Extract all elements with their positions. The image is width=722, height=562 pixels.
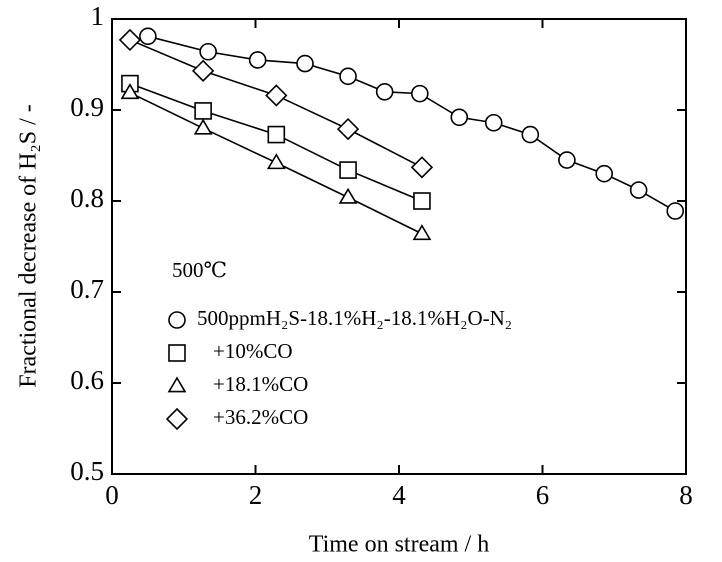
x-axis-label: Time on stream / h xyxy=(309,532,489,558)
marker xyxy=(194,102,212,120)
series-line xyxy=(147,35,676,212)
marker xyxy=(410,156,434,179)
marker xyxy=(412,224,432,241)
marker xyxy=(558,151,576,169)
marker xyxy=(521,125,540,144)
marker xyxy=(338,187,358,204)
x-tick-label: 4 xyxy=(392,480,406,510)
y-tick-label: 1 xyxy=(91,1,105,31)
marker xyxy=(191,59,215,83)
legend-marker xyxy=(167,376,187,393)
legend-marker xyxy=(168,311,186,329)
marker xyxy=(411,84,429,103)
y-tick-label: 0.5 xyxy=(70,456,104,486)
legend-label: +18.1%CO xyxy=(213,372,308,396)
marker xyxy=(265,84,288,107)
marker xyxy=(375,83,394,101)
y-axis-label: Fractional decrease of H₂S / - xyxy=(16,104,42,388)
marker xyxy=(120,83,140,100)
legend-label: 500ppmH₂S-18.1%H₂-18.1%H₂O-N₂ xyxy=(197,306,512,330)
legend-marker xyxy=(165,407,189,431)
x-tick-label: 8 xyxy=(679,480,693,510)
marker xyxy=(139,27,157,46)
marker xyxy=(267,125,286,144)
plot-frame xyxy=(111,18,687,475)
legend: 500ppmH₂S-18.1%H₂-18.1%H₂O-N₂ +10%CO +18.1… xyxy=(165,306,512,431)
y-tick-label: 0.8 xyxy=(70,183,104,213)
marker xyxy=(296,54,314,73)
marker xyxy=(484,113,503,132)
marker xyxy=(450,108,469,127)
y-tick-label: 0.9 xyxy=(70,92,104,122)
marker xyxy=(629,181,648,199)
marker xyxy=(266,153,286,170)
legend-label: +10%CO xyxy=(213,339,293,363)
y-tick-label: 0.6 xyxy=(70,365,104,395)
marker xyxy=(193,118,213,135)
marker xyxy=(336,117,360,141)
annotation: 500℃ xyxy=(172,258,227,282)
legend-marker xyxy=(168,344,186,362)
x-tick-label: 0 xyxy=(105,480,119,510)
legend-label: +36.2%CO xyxy=(213,405,308,429)
marker xyxy=(595,164,614,183)
x-tick-label: 6 xyxy=(536,480,550,510)
marker xyxy=(339,161,357,179)
marker xyxy=(199,42,217,61)
y-tick-label: 0.7 xyxy=(70,274,104,304)
marker xyxy=(413,192,431,210)
marker xyxy=(118,28,142,52)
marker xyxy=(339,67,357,86)
x-tick-label: 2 xyxy=(249,480,263,510)
marker xyxy=(248,51,267,69)
marker xyxy=(666,202,685,220)
